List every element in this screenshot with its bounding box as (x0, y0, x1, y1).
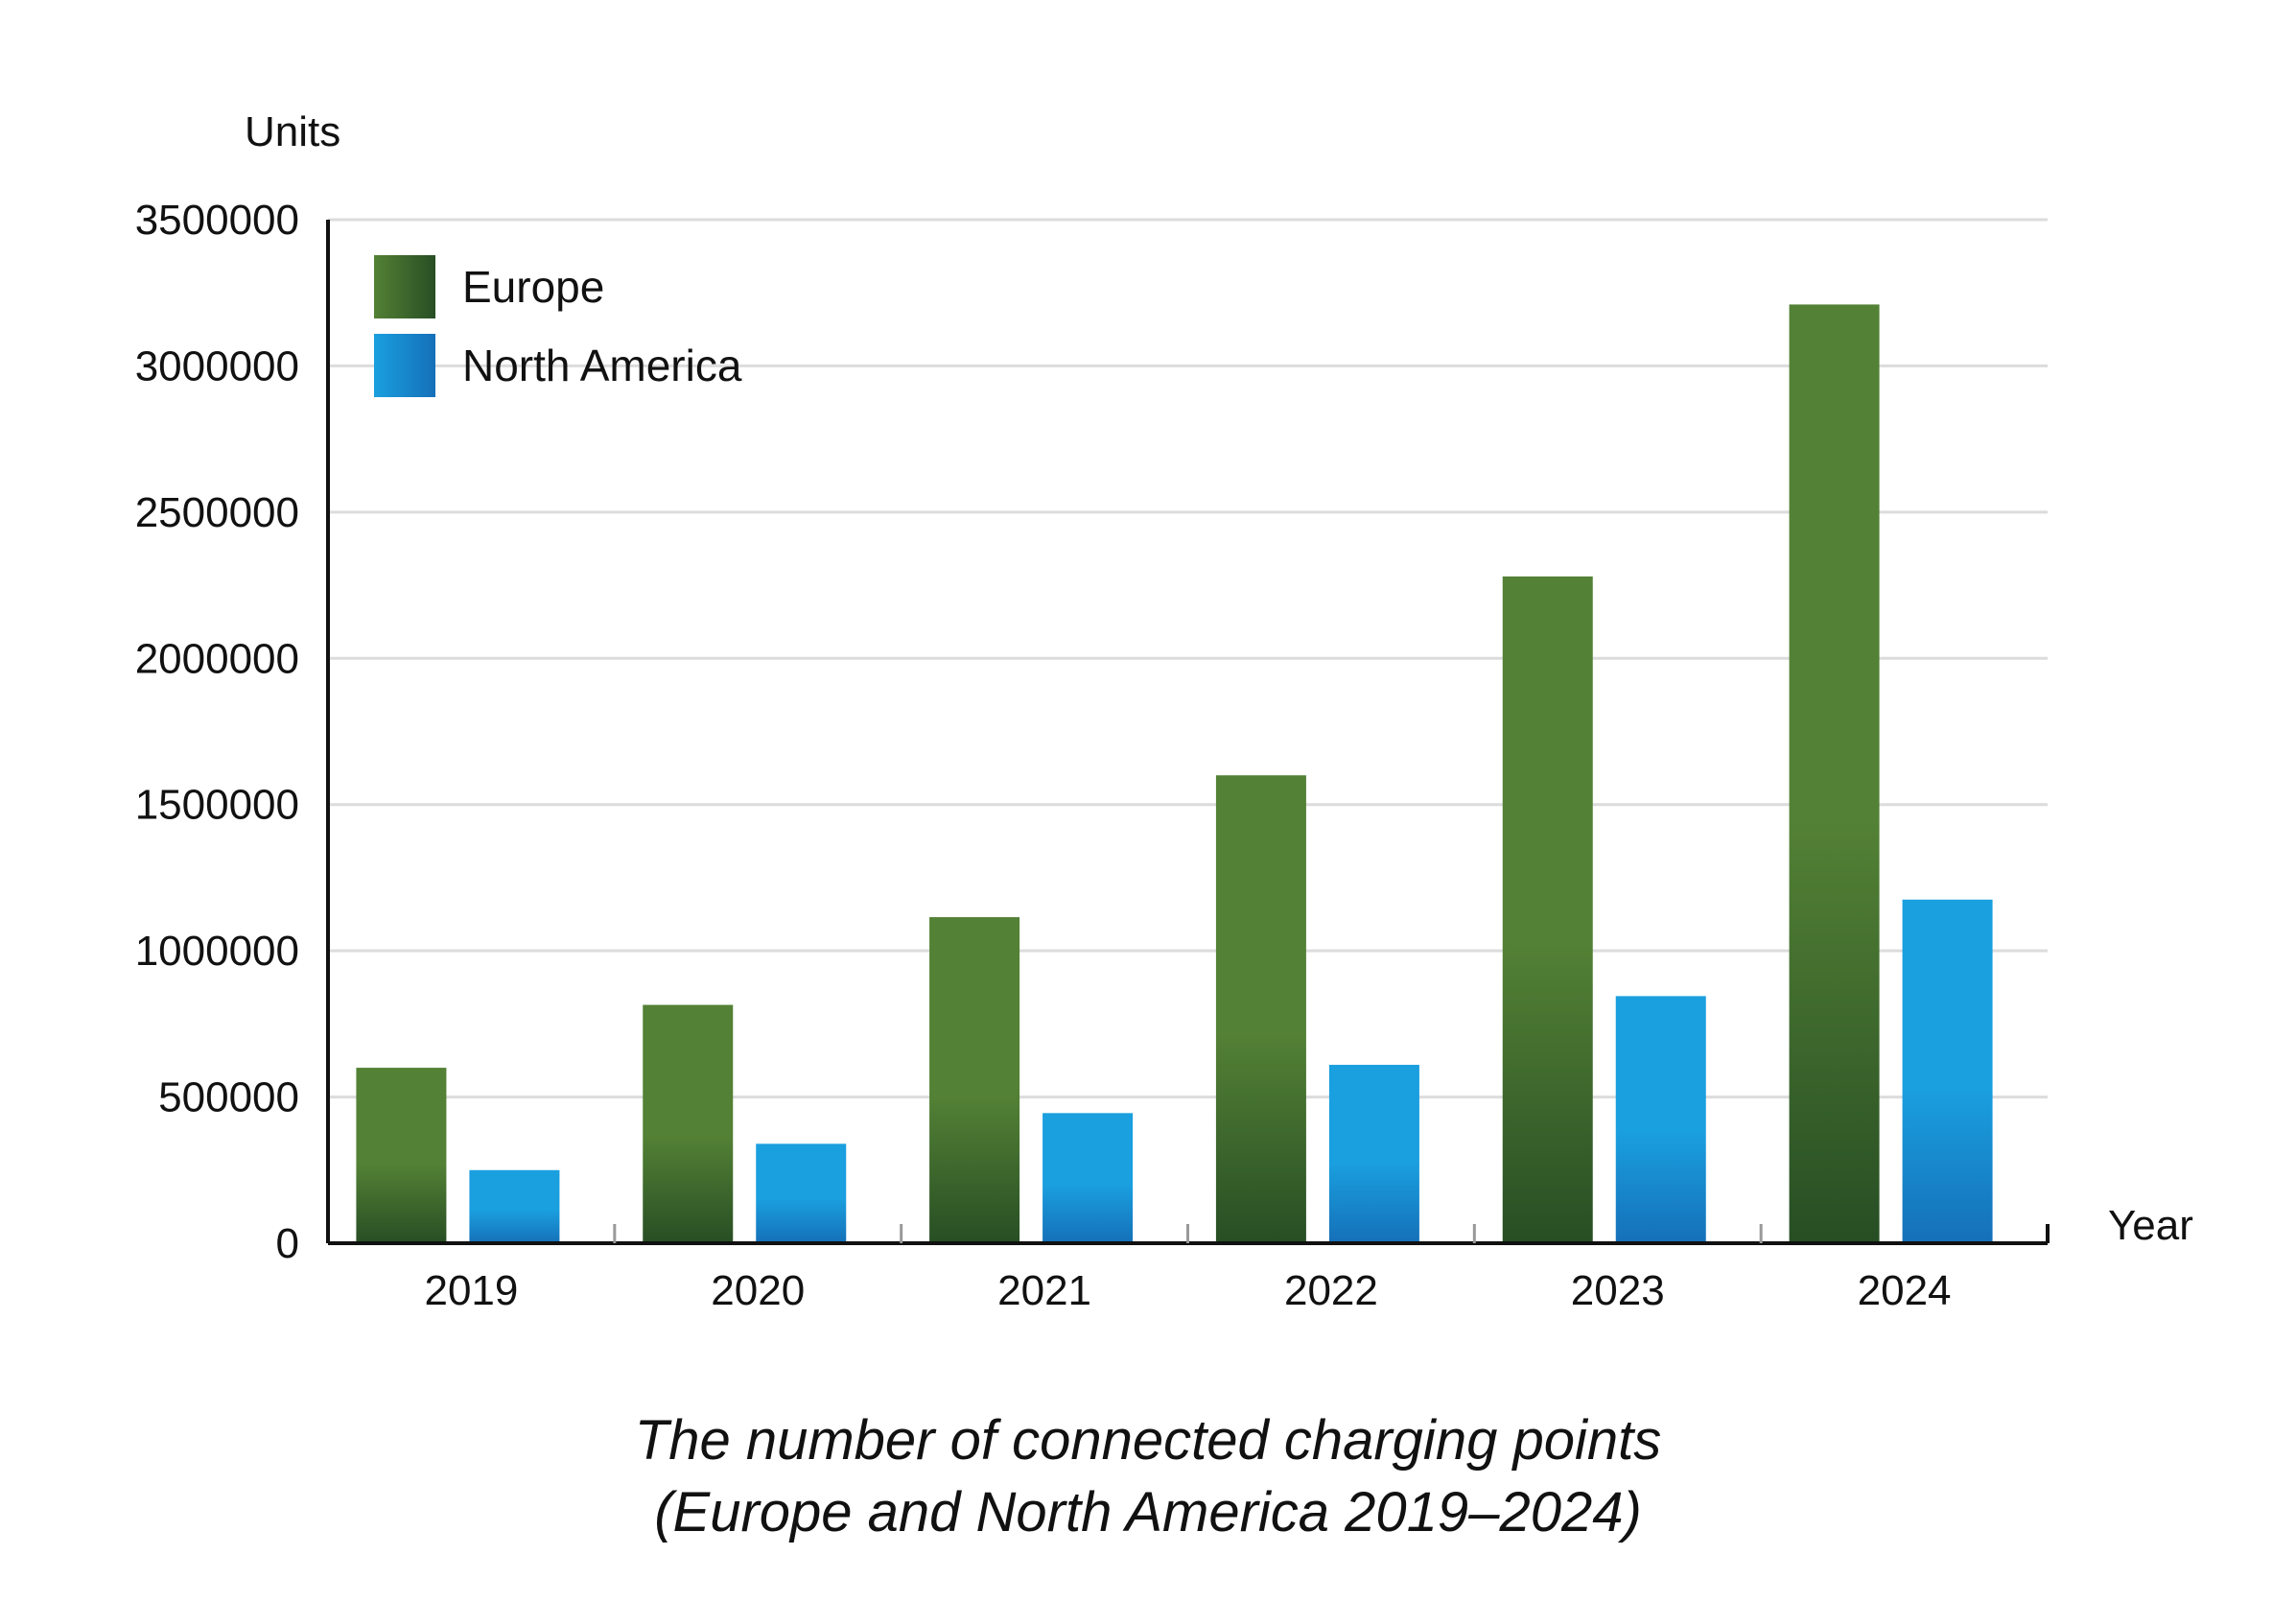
chart-subtitle: (Europe and North America 2019–2024) (654, 1481, 1642, 1543)
x-tick-label: 2021 (997, 1267, 1091, 1314)
axes (326, 220, 2050, 1245)
y-tick-label: 2000000 (135, 635, 299, 682)
bar-europe-2021 (929, 917, 1020, 1243)
bars (356, 304, 1993, 1243)
y-axis-title: Units (245, 108, 340, 155)
y-tick-label: 3000000 (135, 342, 299, 389)
chart-title: The number of connected charging points (634, 1409, 1662, 1472)
y-tick-label: 500000 (158, 1074, 299, 1121)
x-tick-label: 2020 (711, 1267, 805, 1314)
y-tick-label: 0 (276, 1220, 299, 1267)
bar-north-america-2019 (469, 1169, 560, 1243)
legend-swatch-north-america (374, 334, 435, 397)
x-tick-label: 2024 (1858, 1267, 1952, 1314)
bar-europe-2022 (1215, 775, 1306, 1243)
bar-north-america-2024 (1902, 899, 1993, 1243)
x-tick-label: 2023 (1571, 1267, 1665, 1314)
y-tick-label: 2500000 (135, 489, 299, 536)
y-tick-label: 3500000 (135, 197, 299, 244)
legend: Europe North America (374, 255, 742, 397)
bar-north-america-2020 (756, 1143, 847, 1243)
x-axis-title: Year (2108, 1202, 2193, 1249)
legend-label-north-america: North America (462, 341, 742, 390)
bar-north-america-2021 (1043, 1113, 1134, 1243)
x-tick-label: 2022 (1284, 1267, 1378, 1314)
y-tick-label: 1500000 (135, 782, 299, 829)
bar-europe-2023 (1502, 576, 1593, 1243)
bar-north-america-2023 (1615, 996, 1706, 1243)
legend-swatch-europe (374, 255, 435, 318)
bar-europe-2024 (1789, 304, 1880, 1243)
bar-europe-2019 (356, 1068, 447, 1243)
tick-labels: 0 500000 1000000 1500000 2000000 2500000 30000… (135, 197, 1952, 1314)
x-tick-label: 2019 (424, 1267, 518, 1314)
bar-north-america-2022 (1328, 1065, 1419, 1243)
legend-label-europe: Europe (462, 262, 604, 312)
gridlines (328, 218, 2048, 1099)
bar-europe-2020 (643, 1004, 734, 1243)
y-tick-label: 1000000 (135, 928, 299, 975)
